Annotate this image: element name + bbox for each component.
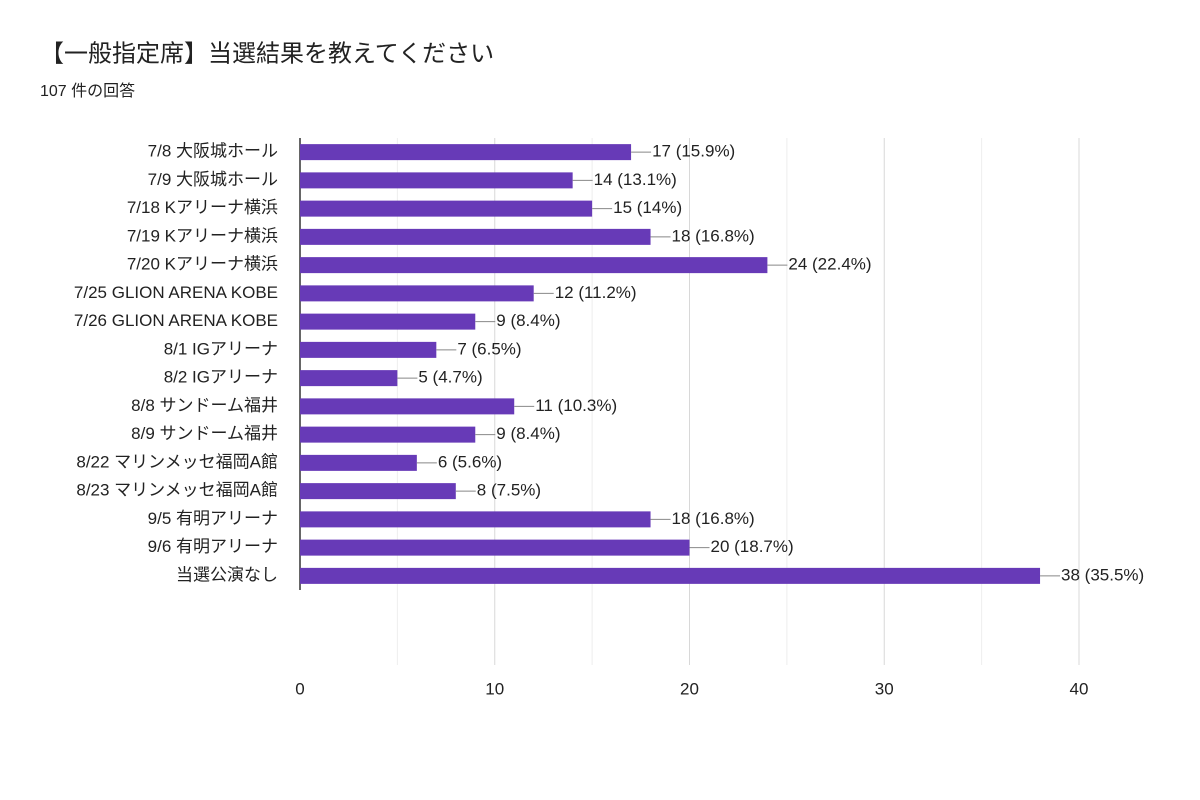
- x-tick-label: 0: [295, 679, 304, 698]
- data-label: 38 (35.5%): [1061, 565, 1144, 584]
- y-tick-label: 7/25 GLION ARENA KOBE: [74, 283, 278, 302]
- y-tick-label: 8/23 マリンメッセ福岡A館: [76, 481, 278, 500]
- data-label: 9 (8.4%): [496, 424, 560, 443]
- data-label: 6 (5.6%): [438, 452, 502, 471]
- bar: [300, 539, 690, 556]
- data-label: 12 (11.2%): [555, 283, 637, 302]
- bar: [300, 172, 573, 189]
- y-tick-label: 7/26 GLION ARENA KOBE: [74, 311, 278, 330]
- chart-title: 【一般指定席】当選結果を教えてください: [40, 40, 494, 67]
- bar: [300, 370, 398, 387]
- data-label: 5 (4.7%): [418, 368, 482, 387]
- bar: [300, 341, 437, 358]
- bar: [300, 483, 456, 500]
- y-tick-label: 8/9 サンドーム福井: [131, 424, 278, 443]
- x-tick-label: 20: [680, 679, 699, 698]
- data-label: 24 (22.4%): [788, 255, 871, 274]
- data-label: 20 (18.7%): [711, 537, 794, 556]
- data-label: 11 (10.3%): [535, 396, 617, 415]
- y-tick-label: 8/1 IGアリーナ: [164, 339, 278, 358]
- y-tick-label: 7/18 Kアリーナ横浜: [127, 198, 278, 217]
- data-label: 14 (13.1%): [594, 170, 677, 189]
- x-tick-label: 40: [1070, 679, 1089, 698]
- bar: [300, 511, 651, 528]
- bar: [300, 144, 632, 161]
- data-label: 9 (8.4%): [496, 311, 560, 330]
- y-tick-label: 8/22 マリンメッセ福岡A館: [76, 452, 278, 471]
- y-tick-label: 7/9 大阪城ホール: [148, 170, 278, 189]
- chart-subtitle: 107 件の回答: [40, 82, 135, 100]
- bar: [300, 426, 476, 443]
- bar: [300, 200, 593, 217]
- bar: [300, 257, 768, 274]
- y-tick-label: 9/5 有明アリーナ: [148, 509, 278, 528]
- data-label: 18 (16.8%): [672, 509, 755, 528]
- x-tick-label: 10: [485, 679, 504, 698]
- bar: [300, 228, 651, 245]
- data-label: 17 (15.9%): [652, 142, 735, 161]
- bar: [300, 313, 476, 330]
- data-label: 7 (6.5%): [457, 339, 521, 358]
- bar: [300, 285, 534, 302]
- y-tick-label: 8/2 IGアリーナ: [164, 368, 278, 387]
- y-tick-label: 8/8 サンドーム福井: [131, 396, 278, 415]
- bar: [300, 454, 417, 471]
- y-tick-label: 7/19 Kアリーナ横浜: [127, 226, 278, 245]
- bar: [300, 398, 515, 415]
- y-tick-label: 7/20 Kアリーナ横浜: [127, 255, 278, 274]
- y-tick-label: 9/6 有明アリーナ: [148, 537, 278, 556]
- y-tick-label: 7/8 大阪城ホール: [148, 142, 278, 161]
- data-label: 8 (7.5%): [477, 481, 541, 500]
- y-tick-label: 当選公演なし: [176, 565, 278, 584]
- data-label: 18 (16.8%): [672, 226, 755, 245]
- data-label: 15 (14%): [613, 198, 682, 217]
- bar: [300, 567, 1041, 584]
- x-tick-label: 30: [875, 679, 894, 698]
